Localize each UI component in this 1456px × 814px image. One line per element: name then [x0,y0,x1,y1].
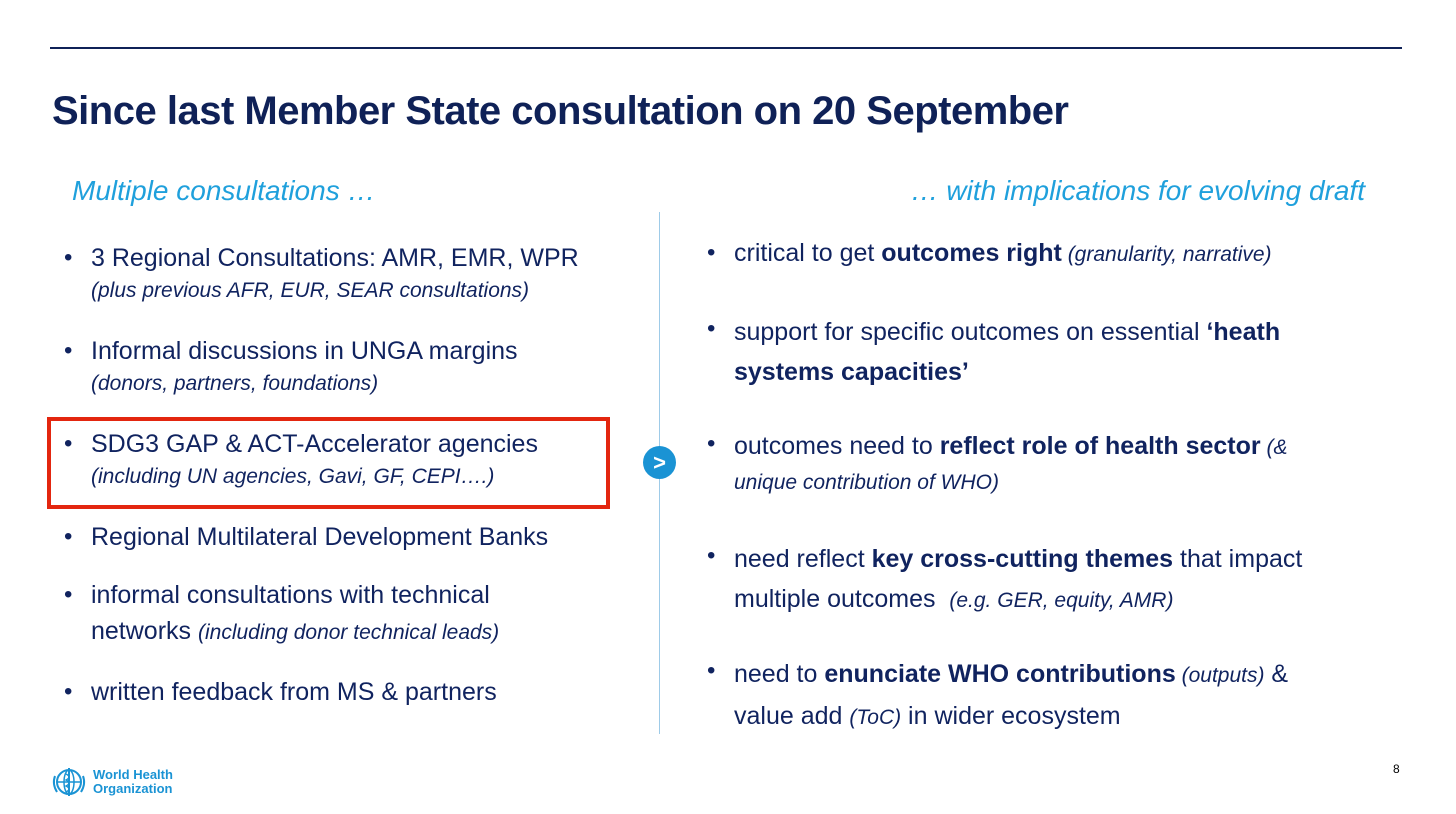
item-italic-text: (& [1260,436,1288,459]
item-italic-text: (ToC) [849,706,902,729]
left-column-heading: Multiple consultations … [72,175,376,206]
bullet-icon: • [707,430,716,457]
slide-title: Since last Member State consultation on … [52,89,1069,133]
item-text: critical to get [734,239,882,267]
item-bold-text: key cross-cutting themes [871,545,1174,573]
item-text-cont: multiple outcomes [734,585,950,613]
arrow-icon: > [643,446,676,479]
logo-line-1: World Health [93,767,173,782]
item-post-text: & [1264,660,1289,688]
item-text: support for specific outcomes on essenti… [734,318,1207,346]
item-bold-text: outcomes right [881,239,1062,267]
arrow-symbol: > [653,449,666,475]
item-main-text: SDG3 GAP & ACT-Accelerator agencies [91,430,538,458]
item-post-text: in wider ecosystem [901,702,1121,730]
item-sub-text: (including donor technical leads) [198,621,500,644]
item-main-text: Regional Multilateral Development Banks [91,523,549,551]
bullet-icon: • [64,678,73,705]
item-bold-text: reflect role of health sector [939,432,1261,460]
bullet-icon: • [707,657,716,684]
right-column-heading: … with implications for evolving draft [910,175,1365,206]
item-sub-text: (plus previous AFR, EUR, SEAR consultati… [91,279,530,302]
item-italic-text: (outputs) [1175,664,1265,687]
bullet-icon: • [64,430,73,457]
item-sub-text: (including UN agencies, Gavi, GF, CEPI….… [91,465,495,488]
bullet-icon: • [707,239,716,266]
bullet-icon: • [707,315,716,342]
bullet-icon: • [64,244,73,271]
who-logo: World Health Organization [49,762,173,802]
item-bold-text: ‘heath [1206,318,1281,346]
item-text: need to [734,660,825,688]
bullet-icon: • [64,581,73,608]
highlight-box [47,417,610,509]
item-post-text: that impact [1173,545,1303,573]
bullet-icon: • [707,542,716,569]
item-bold-text-cont: systems capacities’ [734,358,969,386]
item-italic-text: (granularity, narrative) [1061,243,1272,266]
item-main-text: Informal discussions in UNGA margins [91,337,518,365]
item-main-text-cont: networks [91,617,192,645]
item-text: need reflect [734,545,872,573]
item-sub-text: (donors, partners, foundations) [91,372,379,395]
item-main-text: 3 Regional Consultations: AMR, EMR, WPR [91,244,579,272]
item-main-text: informal consultations with technical [91,581,490,609]
page-number: 8 [1393,762,1400,776]
item-text: outcomes need to [734,432,940,460]
item-italic-text: (e.g. GER, equity, AMR) [949,589,1174,612]
item-italic-text-cont: unique contribution of WHO) [734,471,999,494]
item-main-text: written feedback from MS & partners [91,678,497,706]
bullet-icon: • [64,523,73,550]
item-text-cont: value add [734,702,850,730]
who-emblem-icon [52,768,86,796]
bullet-icon: • [64,337,73,364]
logo-line-2: Organization [93,781,173,796]
top-rule [50,47,1402,49]
item-bold-text: enunciate WHO contributions [824,660,1176,688]
